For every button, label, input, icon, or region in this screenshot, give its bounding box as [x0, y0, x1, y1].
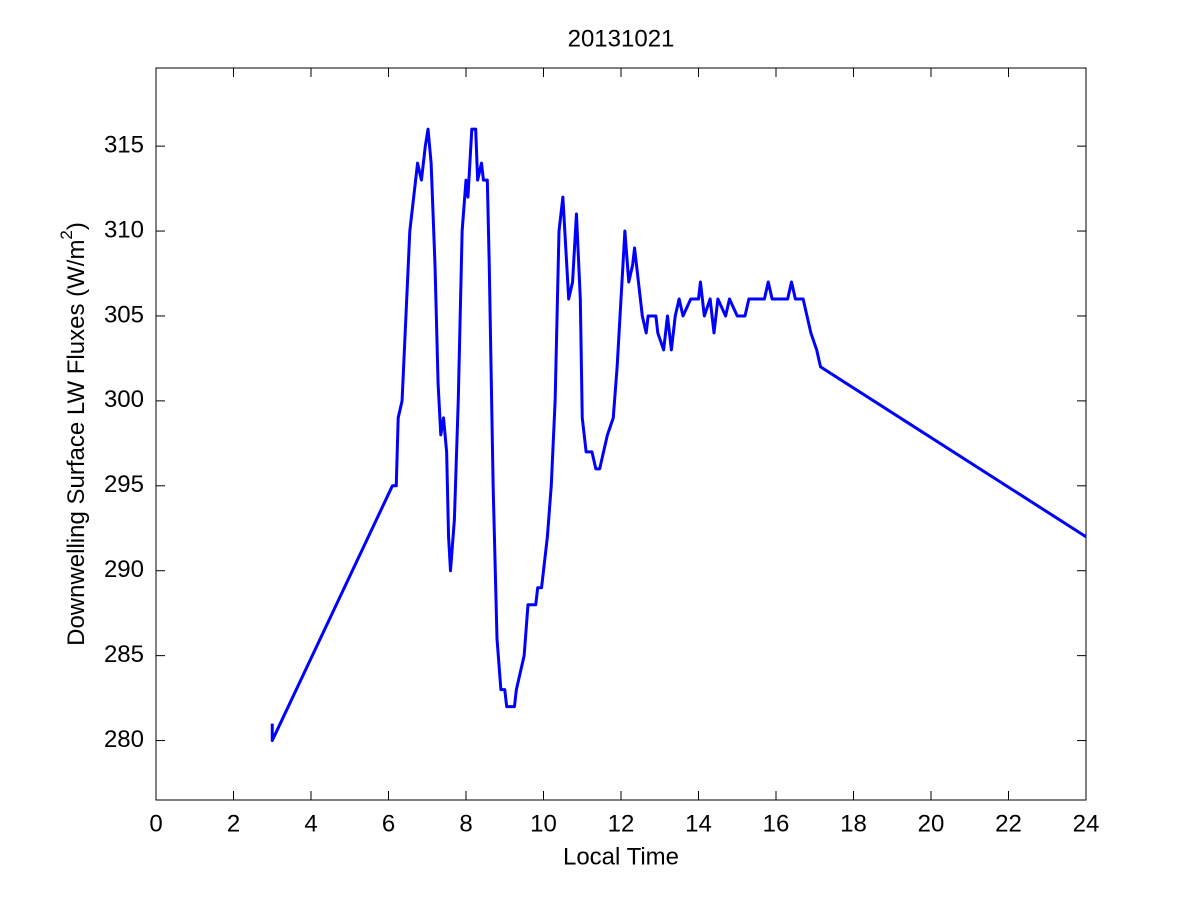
- x-tick-label: 24: [1073, 810, 1100, 837]
- data-line: [270, 127, 1087, 743]
- x-tick-label: 0: [149, 810, 162, 837]
- plot-area: [155, 67, 1087, 801]
- y-tick-label: 315: [104, 131, 144, 158]
- y-tick-label: 290: [104, 556, 144, 583]
- y-label-superscript: 2: [57, 230, 76, 239]
- x-tick-label: 10: [530, 810, 557, 837]
- x-tick-label: 18: [840, 810, 867, 837]
- chart-title: 20131021: [568, 25, 675, 52]
- y-tick-label: 300: [104, 386, 144, 413]
- x-tick-label: 16: [763, 810, 790, 837]
- x-tick-label: 8: [459, 810, 472, 837]
- x-tick-label: 20: [918, 810, 945, 837]
- y-tick-label: 310: [104, 216, 144, 243]
- x-tick-label: 2: [227, 810, 240, 837]
- y-tick-label: 285: [104, 641, 144, 668]
- x-tick-label: 6: [382, 810, 395, 837]
- x-tick-label: 22: [995, 810, 1022, 837]
- x-tick-label: 4: [304, 810, 317, 837]
- x-tick-label: 14: [685, 810, 712, 837]
- x-tick-label: 12: [608, 810, 635, 837]
- x-axis-label: Local Time: [563, 843, 679, 870]
- y-tick-label: 295: [104, 471, 144, 498]
- y-label-text: Downwelling Surface LW Fluxes (W/m: [63, 240, 90, 646]
- y-axis-label: Downwelling Surface LW Fluxes (W/m2): [57, 222, 90, 646]
- y-label-end: ): [63, 222, 90, 230]
- y-tick-label: 280: [104, 726, 144, 753]
- y-tick-label: 305: [104, 301, 144, 328]
